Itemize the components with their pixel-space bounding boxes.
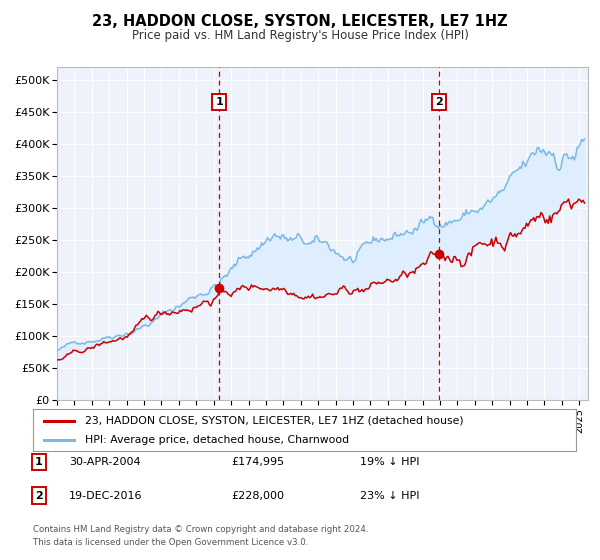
Text: Contains HM Land Registry data © Crown copyright and database right 2024.: Contains HM Land Registry data © Crown c… [33, 525, 368, 534]
Text: £228,000: £228,000 [231, 491, 284, 501]
Text: This data is licensed under the Open Government Licence v3.0.: This data is licensed under the Open Gov… [33, 538, 308, 547]
Text: 19-DEC-2016: 19-DEC-2016 [69, 491, 143, 501]
Text: 2: 2 [436, 97, 443, 107]
Text: 23, HADDON CLOSE, SYSTON, LEICESTER, LE7 1HZ: 23, HADDON CLOSE, SYSTON, LEICESTER, LE7… [92, 14, 508, 29]
Text: £174,995: £174,995 [231, 457, 284, 467]
Text: 19% ↓ HPI: 19% ↓ HPI [360, 457, 419, 467]
Text: HPI: Average price, detached house, Charnwood: HPI: Average price, detached house, Char… [85, 435, 349, 445]
Text: 23, HADDON CLOSE, SYSTON, LEICESTER, LE7 1HZ (detached house): 23, HADDON CLOSE, SYSTON, LEICESTER, LE7… [85, 416, 463, 426]
Text: 1: 1 [215, 97, 223, 107]
Text: 23% ↓ HPI: 23% ↓ HPI [360, 491, 419, 501]
Text: 2: 2 [35, 491, 43, 501]
Text: 30-APR-2004: 30-APR-2004 [69, 457, 140, 467]
Text: 1: 1 [35, 457, 43, 467]
Text: Price paid vs. HM Land Registry's House Price Index (HPI): Price paid vs. HM Land Registry's House … [131, 29, 469, 42]
